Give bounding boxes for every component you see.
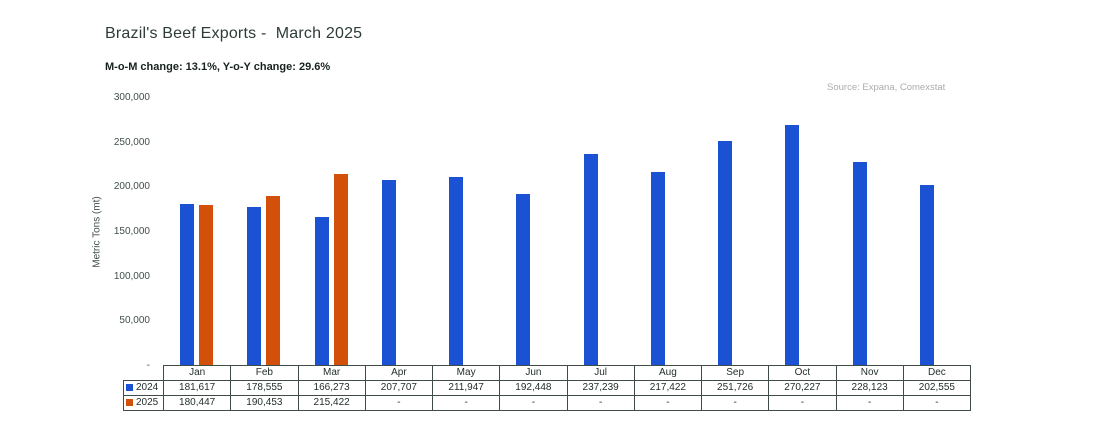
bar-2024-feb — [247, 206, 262, 366]
bar-2024-jul — [583, 154, 598, 366]
y-tick-300000: 300,000 — [113, 92, 150, 103]
source-note: Source: Expana, Comexstat — [827, 82, 946, 93]
y-tick-0: - — [146, 360, 150, 371]
bar-2024-jan — [180, 203, 195, 366]
cell-2024-dec: 202,555 — [902, 380, 972, 396]
cell-2025-apr: - — [364, 395, 434, 411]
cell-2024-jul: 237,239 — [566, 380, 635, 396]
table-header-row: Jan Feb Mar Apr May Jun Jul Aug Sep Oct Nov Dec — [124, 365, 972, 381]
plot-area — [163, 98, 970, 366]
bar-2025-mar — [333, 173, 348, 366]
bar-2024-sep — [718, 141, 733, 366]
legend-swatch-2024 — [126, 384, 133, 391]
month-header-apr: Apr — [364, 365, 434, 381]
y-tick-250000: 250,000 — [113, 136, 150, 148]
y-tick-100000: 100,000 — [113, 270, 150, 282]
cell-2025-nov: - — [835, 395, 904, 411]
cell-2024-jan: 181,617 — [162, 380, 232, 396]
cell-2025-mar: 215,422 — [297, 395, 366, 411]
month-header-jan: Jan — [162, 365, 232, 381]
data-table-wrap: Jan Feb Mar Apr May Jun Jul Aug Sep Oct Nov Dec 2024… — [123, 365, 972, 411]
bar-2024-oct — [785, 124, 800, 366]
month-header-oct: Oct — [768, 365, 837, 381]
table-corner-empty — [124, 366, 164, 381]
cell-2025-dec: - — [902, 395, 972, 411]
cell-2024-apr: 207,707 — [364, 380, 434, 396]
bar-2024-dec — [919, 185, 934, 366]
cell-2024-sep: 251,726 — [700, 380, 770, 396]
cell-2025-jun: - — [499, 395, 568, 411]
data-table: Jan Feb Mar Apr May Jun Jul Aug Sep Oct Nov Dec 2024… — [123, 365, 972, 411]
cell-2024-jun: 192,448 — [499, 380, 568, 396]
cell-2024-aug: 217,422 — [633, 380, 703, 396]
month-header-mar: Mar — [297, 365, 366, 381]
bar-2024-jun — [516, 194, 531, 366]
bar-2024-aug — [650, 171, 665, 366]
month-header-dec: Dec — [902, 365, 972, 381]
cell-2025-oct: - — [768, 395, 837, 411]
bar-2024-apr — [381, 180, 396, 366]
chart-subtitle: M-o-M change: 13.1%, Y-o-Y change: 29.6% — [105, 61, 331, 73]
cell-2025-aug: - — [633, 395, 703, 411]
month-header-jun: Jun — [499, 365, 568, 381]
bar-2024-may — [449, 176, 464, 366]
cell-2025-sep: - — [700, 395, 770, 411]
cell-2024-may: 211,947 — [431, 380, 501, 396]
y-tick-200000: 200,000 — [113, 181, 150, 193]
y-tick-50000: 50,000 — [119, 315, 150, 327]
bar-2024-mar — [314, 217, 329, 366]
bar-2025-jan — [199, 204, 214, 366]
cell-2024-mar: 166,273 — [297, 380, 366, 396]
table-row-2025: 2025 180,447 190,453 215,422- - - - - - - - - — [123, 395, 972, 411]
month-header-feb: Feb — [230, 365, 299, 381]
bar-2024-nov — [852, 162, 867, 366]
month-header-sep: Sep — [700, 365, 770, 381]
table-row-2024: 2024 181,617 178,555 166,273 207,707 211,947 1… — [123, 380, 972, 396]
cell-2024-nov: 228,123 — [835, 380, 904, 396]
y-tick-150000: 150,000 — [113, 226, 150, 237]
cell-2024-oct: 270,227 — [768, 380, 837, 396]
month-header-aug: Aug — [633, 365, 703, 381]
legend-2025: 2025 — [123, 395, 164, 411]
cell-2025-feb: 190,453 — [230, 395, 299, 411]
cell-2025-jan: 180,447 — [162, 395, 232, 411]
legend-2024: 2024 — [123, 380, 164, 396]
month-header-nov: Nov — [835, 365, 904, 381]
legend-swatch-2025 — [126, 399, 133, 406]
month-header-jul: Jul — [566, 365, 635, 381]
bar-2025-feb — [266, 195, 281, 366]
month-header-may: May — [431, 365, 501, 381]
cell-2025-may: - — [431, 395, 501, 411]
chart-title: Brazil's Beef Exports - March 2025 — [105, 25, 363, 42]
cell-2025-jul: - — [566, 395, 635, 411]
cell-2024-feb: 178,555 — [230, 380, 299, 396]
